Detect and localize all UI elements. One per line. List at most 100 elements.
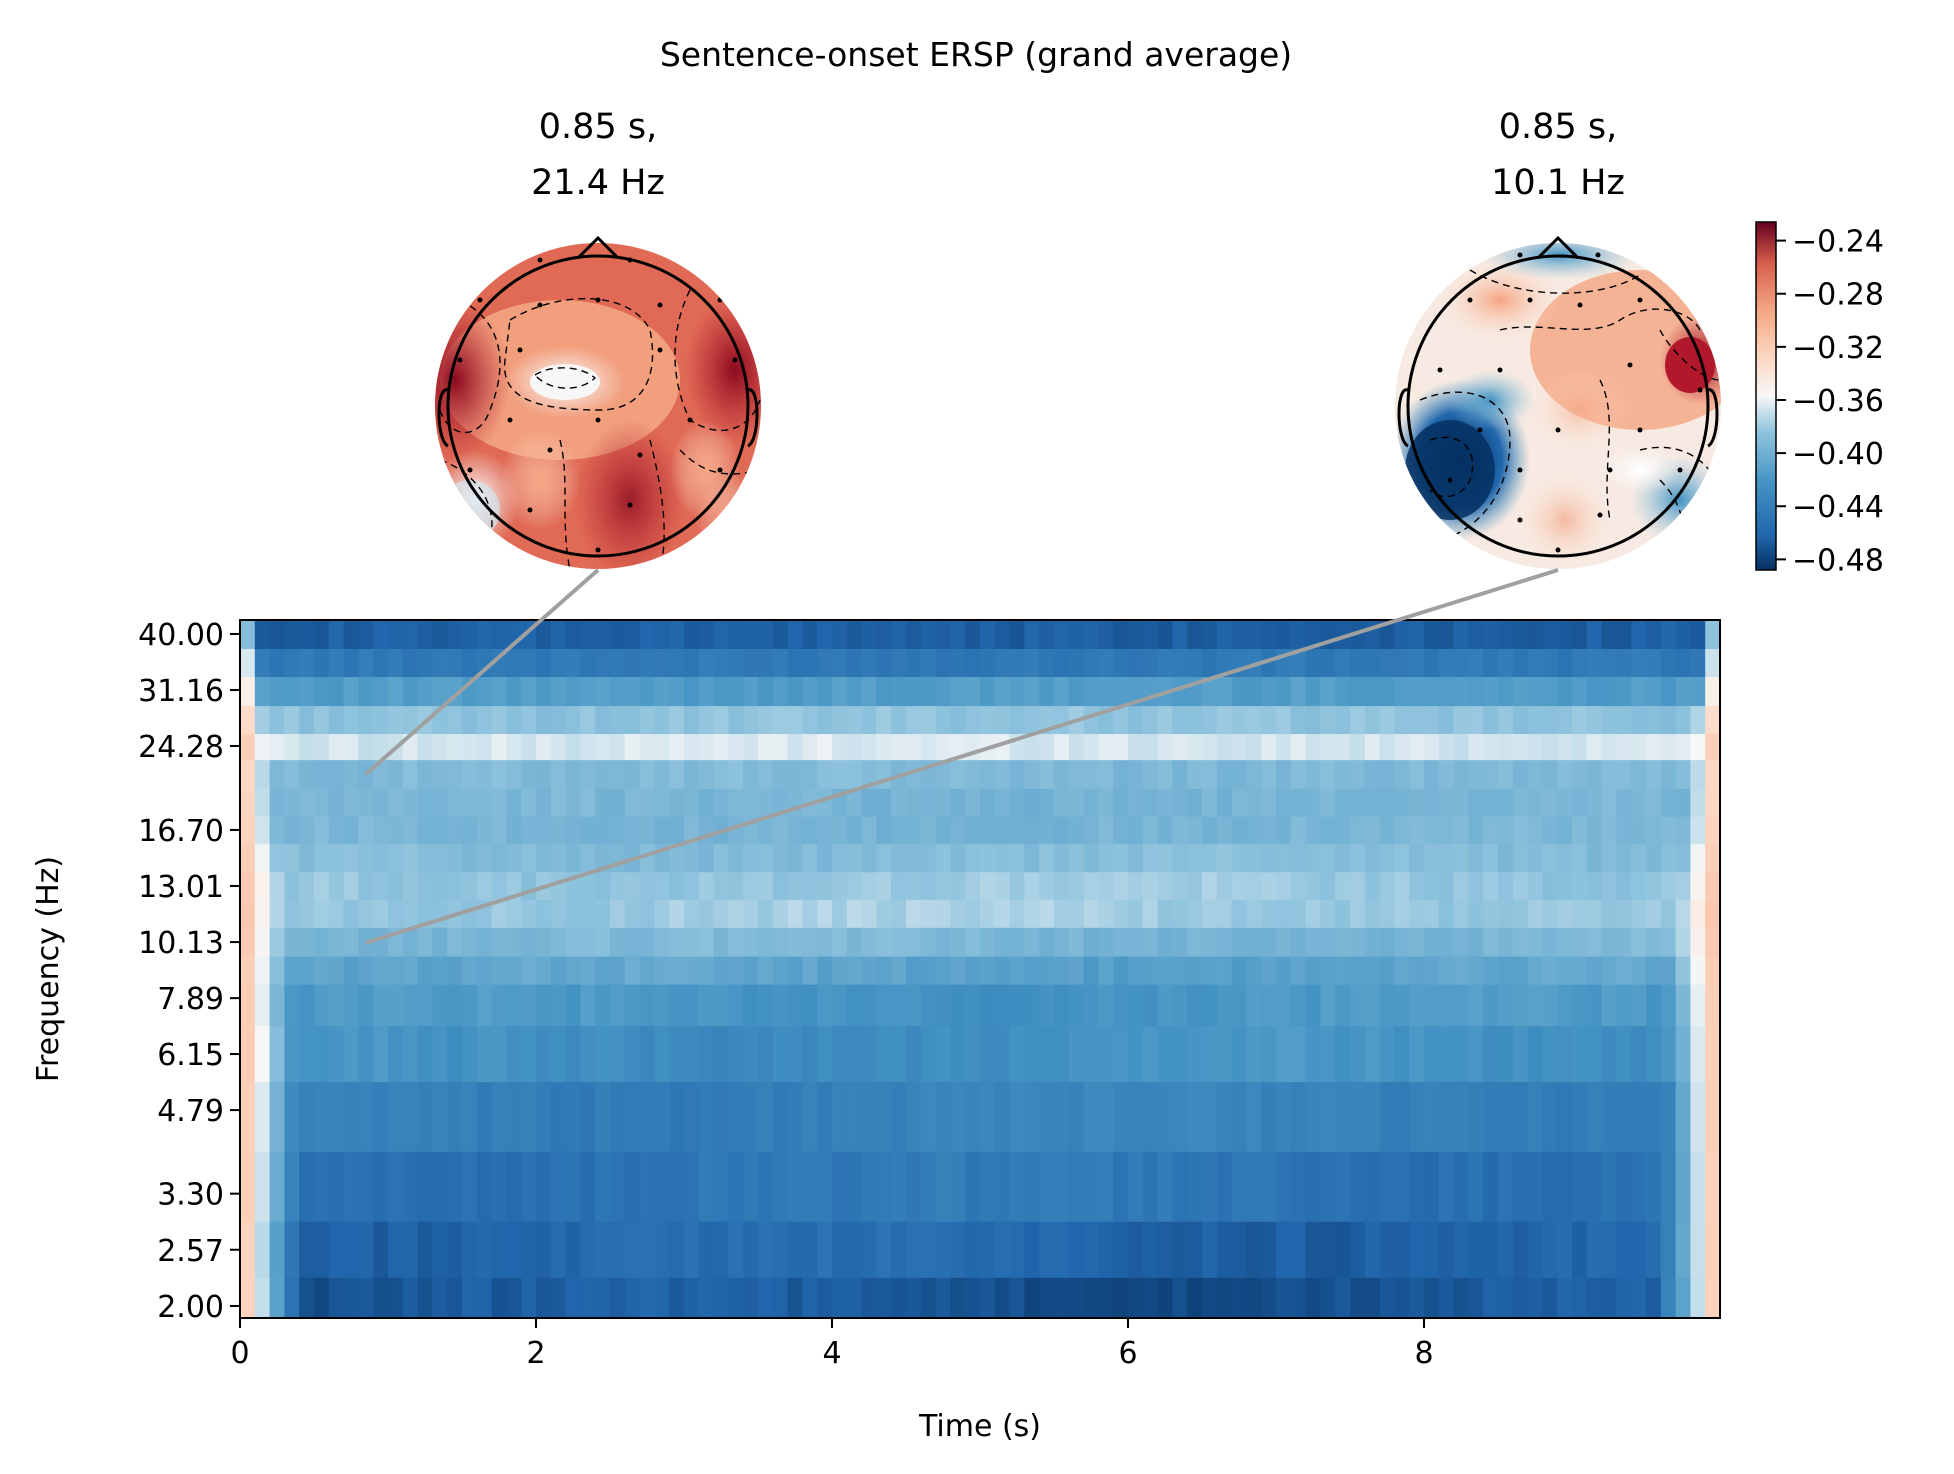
heatmap-cell (1142, 984, 1159, 1027)
heatmap-cell (476, 1082, 493, 1153)
heatmap-cell (1379, 984, 1396, 1027)
heatmap-cell (1601, 1082, 1618, 1153)
heatmap-cell (1054, 1151, 1070, 1223)
heatmap-cell (684, 760, 700, 790)
heatmap-cell (269, 620, 286, 650)
heatmap-cell (358, 899, 374, 929)
heatmap-cell (462, 899, 478, 929)
heatmap-cell (817, 872, 833, 901)
heatmap-cell (980, 1277, 996, 1318)
heatmap-cell (861, 872, 878, 901)
heatmap-cell (1646, 1026, 1662, 1083)
heatmap-cell (1453, 816, 1470, 845)
heatmap-cell (1675, 844, 1692, 873)
heatmap-cell (1009, 927, 1026, 958)
heatmap-cell (846, 1026, 863, 1083)
heatmap-cell (669, 816, 685, 845)
heatmap-cell (1009, 1151, 1026, 1223)
heatmap-cell (388, 788, 404, 818)
heatmap-cell (1024, 816, 1040, 845)
heatmap-cell (1098, 1151, 1114, 1223)
heatmap-cell (1586, 927, 1603, 958)
heatmap-cell (994, 844, 1011, 873)
heatmap-cell (1468, 872, 1484, 901)
heatmap-cell (240, 734, 256, 761)
heatmap-cell (684, 872, 700, 901)
heatmap-cell (1172, 1277, 1188, 1318)
heatmap-cell (328, 984, 345, 1027)
heatmap-cell (1187, 620, 1203, 650)
heatmap-cell (1438, 676, 1455, 707)
heatmap-cell (876, 1277, 892, 1318)
heatmap-cell (388, 899, 404, 929)
heatmap-cell (743, 1082, 759, 1153)
heatmap-cell (876, 899, 892, 929)
heatmap-cell (595, 816, 611, 845)
heatmap-cell (1394, 816, 1410, 845)
heatmap-cell (639, 1277, 656, 1318)
heatmap-cell (1631, 956, 1647, 986)
heatmap-cell (254, 1277, 271, 1318)
heatmap-cell (1261, 1221, 1277, 1279)
heatmap-cell (698, 872, 715, 901)
heatmap-cell (1305, 984, 1322, 1027)
heatmap-cell (1320, 899, 1336, 929)
heatmap-cell (462, 760, 478, 790)
heatmap-cell (1246, 734, 1262, 761)
heatmap-cell (1142, 1151, 1159, 1223)
heatmap-cell (1557, 844, 1573, 873)
heatmap-cell (1320, 706, 1336, 735)
heatmap-cell (1157, 956, 1174, 986)
heatmap-cell (935, 648, 952, 678)
heatmap-cell (684, 1277, 700, 1318)
heatmap-cell (1054, 956, 1070, 986)
heatmap-cell (476, 844, 493, 873)
heatmap-cell (846, 872, 863, 901)
heatmap-cell (417, 956, 434, 986)
heatmap-cell (314, 1082, 330, 1153)
heatmap-cell (1335, 788, 1351, 818)
heatmap-cell (1172, 620, 1188, 650)
heatmap-cell (1261, 872, 1277, 901)
heatmap-cell (965, 620, 981, 650)
heatmap-cell (1231, 676, 1248, 707)
heatmap-cell (1024, 1221, 1040, 1279)
heatmap-cell (684, 844, 700, 873)
heatmap-cell (1498, 706, 1514, 735)
heatmap-cell (388, 984, 404, 1027)
heatmap-cell (1098, 844, 1114, 873)
heatmap-cell (832, 706, 848, 735)
heatmap-cell (1216, 1151, 1233, 1223)
topomap-1-title-line2: 21.4 Hz (531, 163, 665, 203)
heatmap-cell (1305, 676, 1322, 707)
heatmap-cell (610, 956, 626, 986)
heatmap-cell (1290, 1151, 1307, 1223)
heatmap-cell (743, 1026, 759, 1083)
heatmap-cell (1246, 760, 1262, 790)
heatmap-cell (610, 788, 626, 818)
heatmap-cell (1631, 872, 1647, 901)
heatmap-cell (1379, 1221, 1396, 1279)
heatmap-cell (521, 1151, 537, 1223)
heatmap-cell (1113, 648, 1129, 678)
heatmap-cell (669, 844, 685, 873)
heatmap-cell (669, 788, 685, 818)
heatmap-cell (698, 927, 715, 958)
heatmap-cell (994, 1221, 1011, 1279)
heatmap-cell (743, 760, 759, 790)
heatmap-cell (1601, 648, 1618, 678)
heatmap-cell (876, 844, 892, 873)
heatmap-cell (1039, 927, 1055, 958)
heatmap-cell (684, 648, 700, 678)
heatmap-cell (447, 816, 463, 845)
heatmap-cell (343, 984, 360, 1027)
heatmap-cell (787, 872, 804, 901)
heatmap-cell (1616, 956, 1632, 986)
heatmap-cell (1142, 816, 1159, 845)
heatmap-cell (1690, 1151, 1706, 1223)
heatmap-cell (1054, 816, 1070, 845)
heatmap-cell (432, 676, 448, 707)
heatmap-cell (1172, 984, 1188, 1027)
heatmap-cell (1527, 1082, 1544, 1153)
heatmap-cell (536, 984, 552, 1027)
